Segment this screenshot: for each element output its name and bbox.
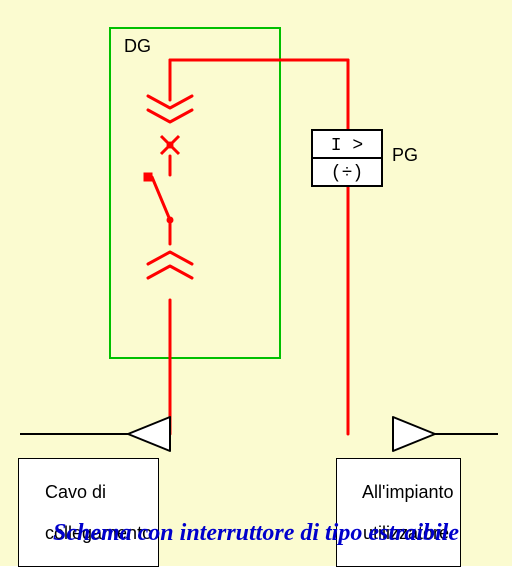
left-terminal-label: Cavo di collegamento (18, 458, 159, 567)
dg-label: DG (124, 36, 151, 57)
pg-label: PG (392, 145, 418, 166)
diagram-caption: Schema con interruttore di tipo estraibi… (0, 520, 512, 547)
svg-text:I >: I > (331, 136, 363, 156)
right-terminal-label: All'impianto utilizzatore (336, 458, 461, 567)
svg-text:(÷): (÷) (331, 163, 363, 183)
right-label-line1: All'impianto (362, 482, 453, 502)
diagram-canvas: I > (÷) DG PG Cavo di collegamento All'im… (0, 0, 512, 566)
left-label-line1: Cavo di (45, 482, 106, 502)
